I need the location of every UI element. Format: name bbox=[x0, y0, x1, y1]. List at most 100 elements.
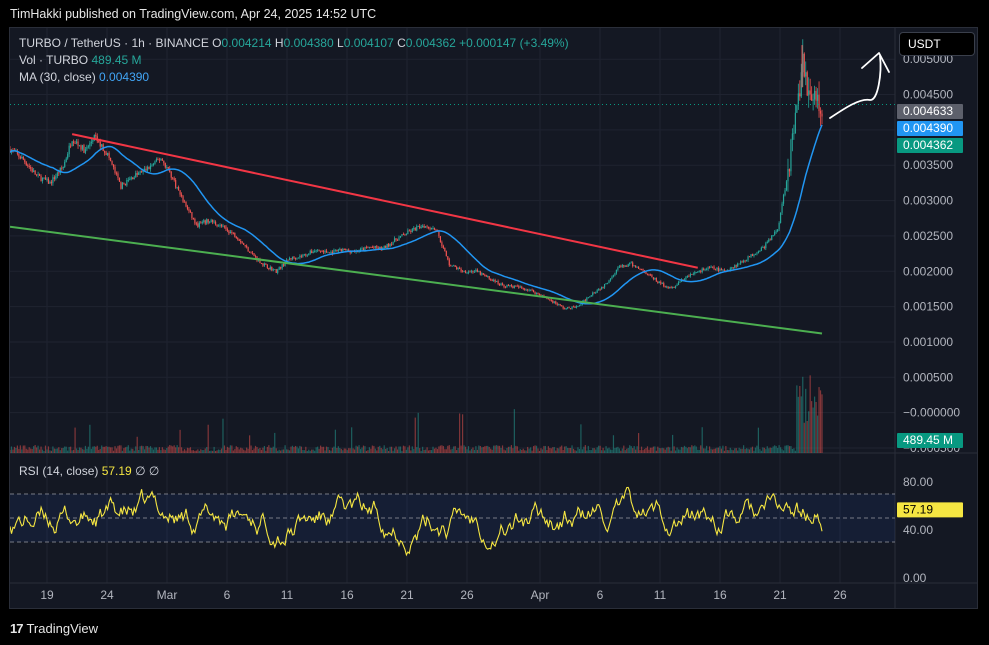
candle-body bbox=[762, 246, 764, 248]
rsi-tick-label: 0.00 bbox=[903, 571, 927, 585]
candle-body bbox=[714, 268, 717, 270]
price-tick-label: 0.001000 bbox=[903, 335, 953, 349]
volume-bar bbox=[185, 450, 187, 453]
volume-bar bbox=[741, 448, 743, 453]
chart-frame[interactable]: 0.0050000.0045000.0040000.0035000.003000… bbox=[9, 27, 978, 609]
volume-bar bbox=[64, 446, 66, 453]
candle-body bbox=[145, 168, 147, 171]
candle-body bbox=[24, 159, 26, 163]
candle-body bbox=[251, 252, 254, 254]
candle-body bbox=[623, 265, 625, 267]
volume-bar bbox=[364, 446, 366, 453]
volume-bar bbox=[206, 447, 208, 453]
volume-bar bbox=[688, 446, 690, 453]
volume-bar bbox=[234, 449, 236, 453]
volume-bar bbox=[765, 449, 767, 453]
price-tick-label: −0.000000 bbox=[903, 406, 960, 420]
candle-body bbox=[229, 231, 231, 234]
candle-body bbox=[401, 234, 403, 236]
volume-bar bbox=[124, 447, 126, 453]
candle-body bbox=[768, 239, 770, 242]
candle-body bbox=[107, 153, 109, 156]
volume-bar bbox=[669, 447, 671, 453]
volume-bar bbox=[481, 447, 483, 453]
candle-body bbox=[750, 254, 752, 258]
price-chart[interactable]: 0.0050000.0045000.0040000.0035000.003000… bbox=[10, 28, 978, 609]
candle-body bbox=[636, 266, 638, 268]
volume-bar bbox=[327, 447, 329, 453]
volume-bar bbox=[762, 447, 764, 453]
volume-bar bbox=[484, 446, 486, 453]
volume-bar bbox=[294, 445, 297, 453]
candle-body bbox=[651, 274, 653, 278]
volume-bar bbox=[333, 446, 335, 453]
candle-body bbox=[200, 222, 202, 224]
price-badge bbox=[897, 104, 963, 119]
volume-bar bbox=[759, 449, 761, 453]
candle-body bbox=[463, 270, 465, 272]
volume-value: 489.45 M bbox=[91, 53, 142, 67]
volume-bar bbox=[109, 447, 112, 453]
candle-body bbox=[231, 231, 233, 233]
volume-bar bbox=[136, 436, 138, 453]
candle-body bbox=[284, 263, 286, 266]
currency-selector[interactable]: USDT bbox=[899, 32, 975, 56]
candle-body bbox=[250, 252, 252, 254]
volume-bar bbox=[278, 449, 280, 453]
volume-bar bbox=[708, 446, 711, 453]
candle-body bbox=[491, 279, 493, 282]
candle-body bbox=[194, 219, 196, 224]
candle-body bbox=[420, 227, 422, 229]
candle-body bbox=[759, 250, 761, 252]
volume-bar bbox=[68, 446, 70, 453]
symbol-label[interactable]: TURBO / TetherUS · 1h · BINANCE bbox=[19, 36, 209, 50]
candle-body bbox=[10, 148, 11, 153]
volume-bar bbox=[22, 445, 24, 453]
ma-label[interactable]: MA (30, close) bbox=[19, 70, 96, 84]
volume-bar bbox=[568, 448, 570, 453]
volume-bar bbox=[416, 447, 418, 453]
volume-bar bbox=[419, 448, 421, 453]
volume-label[interactable]: Vol · TURBO bbox=[19, 53, 89, 67]
volume-bar bbox=[195, 450, 197, 453]
volume-bar bbox=[779, 447, 782, 453]
volume-bar bbox=[432, 446, 434, 453]
candle-body bbox=[56, 172, 58, 177]
volume-bar bbox=[417, 412, 419, 453]
candle-body bbox=[528, 289, 530, 291]
candle-body bbox=[68, 145, 70, 155]
volume-bar bbox=[305, 446, 307, 453]
volume-bar bbox=[178, 447, 180, 453]
candle-body bbox=[390, 243, 393, 245]
volume-bar bbox=[104, 446, 106, 453]
candle-body bbox=[571, 306, 573, 310]
volume-bar bbox=[590, 450, 592, 453]
candle-body bbox=[112, 164, 115, 167]
volume-bar bbox=[426, 447, 428, 453]
volume-bar bbox=[219, 449, 221, 453]
volume-bar bbox=[231, 445, 233, 453]
candle-body bbox=[670, 287, 672, 289]
candle-body bbox=[392, 241, 394, 245]
candle-body bbox=[654, 278, 656, 280]
candle-body bbox=[31, 168, 33, 172]
candle-body bbox=[698, 271, 700, 273]
volume-bar bbox=[228, 447, 230, 453]
candle-body bbox=[501, 283, 504, 285]
volume-bar bbox=[632, 448, 634, 453]
volume-bar bbox=[574, 450, 576, 453]
volume-bar bbox=[132, 448, 134, 453]
time-tick-label: 6 bbox=[597, 588, 604, 602]
candle-body bbox=[633, 265, 635, 267]
candle-body bbox=[593, 292, 595, 294]
candle-body bbox=[183, 201, 186, 203]
candle-body bbox=[318, 249, 320, 251]
rsi-label[interactable]: RSI (14, close) bbox=[19, 464, 99, 478]
candle-body bbox=[207, 219, 209, 223]
candle-body bbox=[186, 206, 189, 210]
volume-bar bbox=[692, 446, 694, 453]
volume-bar bbox=[451, 448, 453, 453]
candle-body bbox=[129, 178, 131, 180]
candle-body bbox=[722, 269, 724, 271]
candle-body bbox=[158, 159, 160, 161]
